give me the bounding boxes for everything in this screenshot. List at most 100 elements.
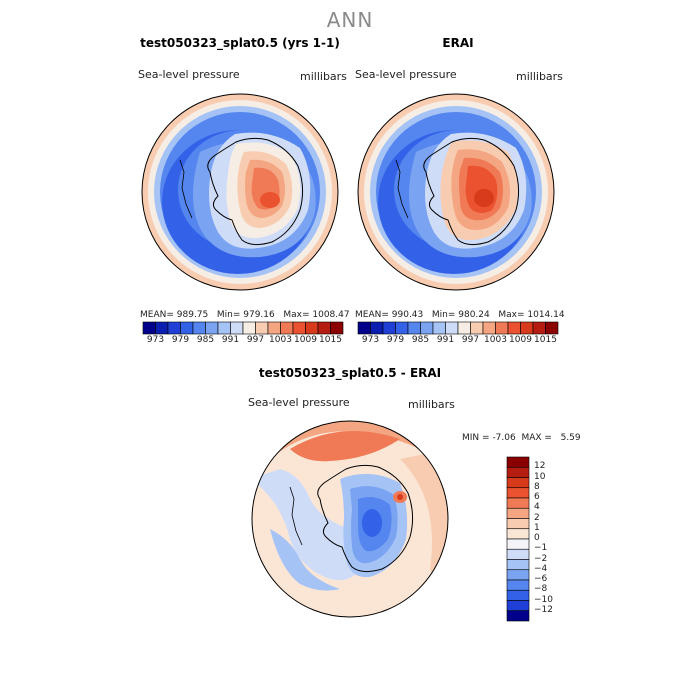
colorbar-swatch xyxy=(545,321,559,335)
colorbar-tick-label: 10 xyxy=(534,471,546,482)
colorbar-swatch xyxy=(395,321,409,335)
colorbar-swatch xyxy=(420,321,434,335)
colorbar-tick-label: 991 xyxy=(221,335,240,345)
colorbar-swatch xyxy=(506,610,530,622)
colorbar-tick-label: 2 xyxy=(534,512,540,523)
colorbar-swatch xyxy=(357,321,371,335)
colorbar-tick-label: 1009 xyxy=(509,335,532,345)
colorbar-tick-label: 1003 xyxy=(484,335,507,345)
colorbar-swatch xyxy=(382,321,396,335)
colorbar-tick-label: 979 xyxy=(171,335,190,345)
colorbar-swatch xyxy=(506,569,530,581)
max-value: 5.59 xyxy=(560,433,581,443)
colorbar-tick-label: −1 xyxy=(534,543,548,554)
panel-title-diff: test050323_splat0.5 - ERAI xyxy=(258,366,442,380)
colorbar-diff xyxy=(506,456,530,622)
colorbar-swatch xyxy=(506,497,530,509)
colorbar-swatch xyxy=(255,321,269,335)
mean-label: MEAN= xyxy=(140,310,174,320)
colorbar-swatch xyxy=(445,321,459,335)
colorbar-swatch xyxy=(217,321,231,335)
colorbar-ticks-diff: 12 10 8 6 4 2 1 0 −1 −2 −4 −6 −8 −10 −12 xyxy=(534,457,574,621)
stats-obs: MEAN= 990.43 Min= 980.24 Max= 1014.14 xyxy=(355,310,565,320)
colorbar-swatch xyxy=(506,507,530,519)
polar-map-obs xyxy=(357,93,555,291)
colorbar-tick-label: 991 xyxy=(436,335,455,345)
polar-map-model xyxy=(141,93,339,291)
colorbar-ticks-obs: 973 979 985 991 997 1003 1009 1015 xyxy=(358,335,558,347)
colorbar-tick-label: 1015 xyxy=(319,335,342,345)
colorbar-swatch xyxy=(506,477,530,489)
min-label: Min= xyxy=(431,310,456,320)
colorbar-tick-label: −8 xyxy=(534,584,548,595)
colorbar-swatch xyxy=(506,548,530,560)
colorbar-tick-label: 8 xyxy=(534,481,540,492)
colorbar-tick-label: −2 xyxy=(534,553,548,564)
colorbar-tick-label: 973 xyxy=(361,335,380,345)
colorbar-swatch xyxy=(457,321,471,335)
colorbar-tick-label: −10 xyxy=(534,594,553,605)
max-value: 1008.47 xyxy=(312,310,350,320)
stats-diff: MIN = -7.06 MAX = 5.59 xyxy=(462,433,581,443)
colorbar-tick-label: 979 xyxy=(386,335,405,345)
colorbar-tick-label: −12 xyxy=(534,604,553,615)
colorbar-swatch xyxy=(507,321,521,335)
colorbar-swatch xyxy=(317,321,331,335)
colorbar-swatch xyxy=(330,321,344,335)
colorbar-swatch xyxy=(506,579,530,591)
variable-label-obs: Sea-level pressure xyxy=(355,68,457,81)
colorbar-swatch xyxy=(280,321,294,335)
colorbar-swatch xyxy=(506,466,530,478)
colorbar-tick-label: 1 xyxy=(534,522,540,533)
colorbar-tick-label: 6 xyxy=(534,492,540,502)
colorbar-tick-label: 12 xyxy=(534,461,546,472)
stats-model: MEAN= 989.75 Min= 979.16 Max= 1008.47 xyxy=(140,310,350,320)
colorbar-swatch xyxy=(192,321,206,335)
colorbar-ticks-model: 973 979 985 991 997 1003 1009 1015 xyxy=(143,335,343,347)
colorbar-swatch xyxy=(167,321,181,335)
colorbar-tick-label: 1015 xyxy=(534,335,557,345)
max-label: Max= xyxy=(283,310,310,320)
colorbar-tick-label: 997 xyxy=(246,335,265,345)
colorbar-swatch xyxy=(482,321,496,335)
colorbar-swatch xyxy=(506,528,530,540)
colorbar-swatch xyxy=(506,538,530,550)
colorbar-tick-label: 985 xyxy=(196,335,215,345)
colorbar-swatch xyxy=(506,600,530,612)
colorbar-swatch xyxy=(520,321,534,335)
max-label: MAX = xyxy=(521,433,552,443)
colorbar-swatch xyxy=(407,321,421,335)
min-value: -7.06 xyxy=(492,433,516,443)
colorbar-swatch xyxy=(506,456,530,468)
min-value: 979.16 xyxy=(243,310,275,320)
colorbar-swatch xyxy=(506,589,530,601)
panel-title-obs: ERAI xyxy=(442,36,474,50)
min-label: Min= xyxy=(216,310,241,320)
colorbar-swatch xyxy=(532,321,546,335)
mean-label: MEAN= xyxy=(355,310,389,320)
colorbar-tick-label: 973 xyxy=(146,335,165,345)
colorbar-swatch xyxy=(292,321,306,335)
colorbar-swatch xyxy=(142,321,156,335)
polar-map-diff xyxy=(251,420,449,618)
colorbar-swatch xyxy=(506,487,530,499)
colorbar-swatch xyxy=(495,321,509,335)
colorbar-obs xyxy=(357,321,559,335)
colorbar-swatch xyxy=(242,321,256,335)
colorbar-swatch xyxy=(155,321,169,335)
units-label-obs: millibars xyxy=(516,70,563,83)
colorbar-swatch xyxy=(470,321,484,335)
min-label: MIN = xyxy=(462,433,490,443)
mean-value: 989.75 xyxy=(176,310,209,320)
colorbar-tick-label: 1009 xyxy=(294,335,317,345)
colorbar-swatch xyxy=(230,321,244,335)
mean-value: 990.43 xyxy=(391,310,424,320)
colorbar-model xyxy=(142,321,344,335)
colorbar-tick-label: 1003 xyxy=(269,335,292,345)
colorbar-swatch xyxy=(180,321,194,335)
colorbar-tick-label: 997 xyxy=(461,335,480,345)
colorbar-swatch xyxy=(432,321,446,335)
variable-label-model: Sea-level pressure xyxy=(138,68,240,81)
colorbar-tick-label: −4 xyxy=(534,563,548,574)
variable-label-diff: Sea-level pressure xyxy=(248,396,350,409)
